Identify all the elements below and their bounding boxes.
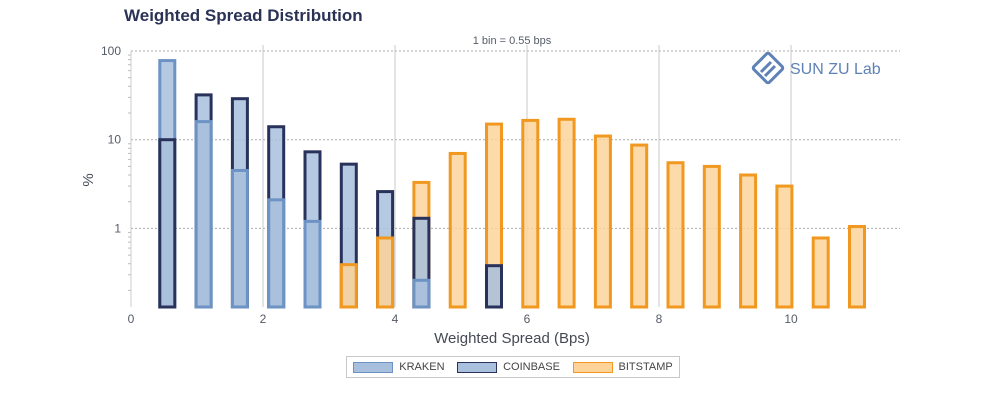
bar-bitstamp [593,134,612,309]
legend-swatch-bitstamp [572,361,613,373]
bar-kraken [303,219,322,309]
watermark-logo: SUN ZU Lab [751,51,881,85]
legend-label-kraken: KRAKEN [399,361,445,373]
bar-coinbase [485,264,503,309]
y-tick-label: 1 [114,221,121,235]
x-axis-label: Weighted Spread (Bps) [434,330,590,347]
x-tick-label: 2 [260,312,267,326]
y-tick-label: 10 [108,133,122,147]
bar-kraken [230,168,249,309]
bar-bitstamp [557,117,576,309]
y-axis-label: % [80,173,97,186]
legend-label-bitstamp: BITSTAMP [618,361,673,373]
legend-label-coinbase: COINBASE [503,361,560,373]
chart-title: Weighted Spread Distribution [124,6,363,25]
x-tick-label: 8 [656,312,663,326]
bar-coinbase [158,138,177,309]
y-tick-label: 100 [101,44,121,58]
legend-item-bitstamp[interactable]: BITSTAMP [572,361,673,373]
x-tick-label: 10 [784,312,798,326]
bar-bitstamp [521,118,540,309]
bar-bitstamp [448,151,467,309]
bar-bitstamp [775,184,794,309]
bar-bitstamp [339,263,358,309]
legend: KRAKEN COINBASE BITSTAMP [346,356,680,378]
bar-bitstamp [811,236,830,309]
grid-lines [128,45,900,307]
bar-kraken [267,198,286,309]
bar-bitstamp [739,173,758,309]
bar-bitstamp [702,164,721,309]
tick-labels: 1 10 100 0 2 4 6 8 10 [101,44,798,326]
bin-annotation: 1 bin = 0.55 bps [473,35,552,47]
legend-item-kraken[interactable]: KRAKEN [353,361,445,373]
x-tick-label: 4 [392,312,399,326]
watermark-text: SUN ZU Lab [790,61,881,78]
legend-swatch-coinbase [457,361,498,373]
legend-swatch-kraken [353,361,394,373]
bar-kraken [412,278,431,309]
bar-bitstamp [848,225,866,309]
x-tick-label: 0 [128,312,135,326]
legend-item-coinbase[interactable]: COINBASE [457,361,560,373]
x-tick-label: 6 [524,312,531,326]
bar-kraken [194,120,213,309]
bar-bitstamp [376,236,395,309]
sunzu-logo-icon [751,51,785,85]
bars [158,59,866,309]
bar-bitstamp [666,161,685,309]
bar-bitstamp [630,143,649,309]
